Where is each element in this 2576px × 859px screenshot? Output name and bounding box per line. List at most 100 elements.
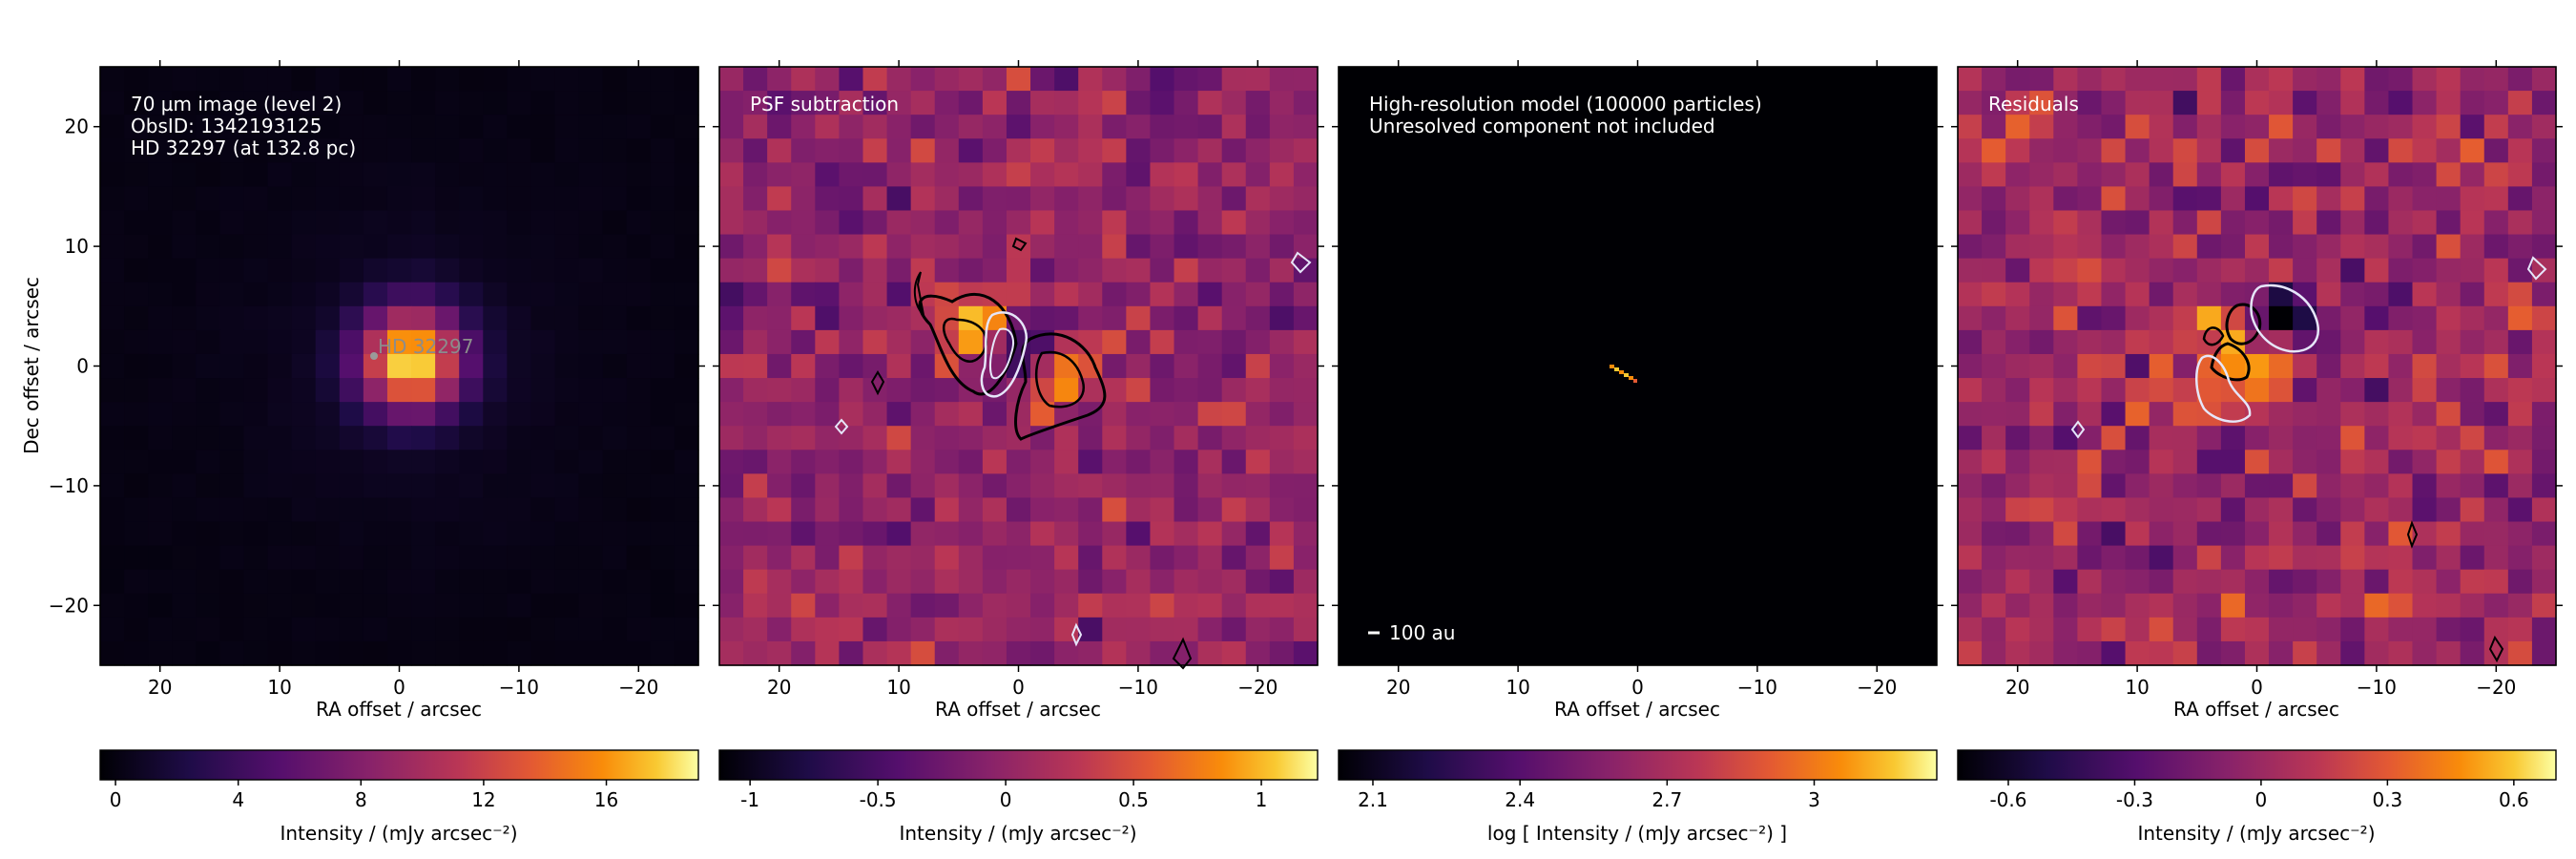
- heatmap-cell: [2412, 329, 2438, 355]
- heatmap-cell: [2531, 521, 2557, 547]
- heatmap-cell: [1078, 640, 1103, 666]
- heatmap-cell: [2460, 402, 2485, 427]
- heatmap-cell: [2293, 91, 2317, 115]
- heatmap-cell: [2005, 521, 2030, 547]
- heatmap-cell: [2077, 640, 2103, 666]
- heatmap-cell: [1197, 234, 1223, 260]
- heatmap-cell: [1197, 521, 1223, 547]
- heatmap-cell: [554, 426, 580, 450]
- heatmap-cell: [554, 186, 580, 212]
- heatmap-cell: [602, 450, 628, 474]
- heatmap-cell: [2029, 329, 2054, 355]
- heatmap-cell: [2483, 115, 2509, 139]
- heatmap-cell: [791, 521, 816, 547]
- heatmap-cell: [386, 67, 412, 92]
- heatmap-cell: [910, 353, 936, 379]
- model-pixel: [1610, 365, 1614, 368]
- heatmap-cell: [219, 473, 245, 499]
- heatmap-cell: [982, 473, 1008, 499]
- heatmap-cell: [411, 353, 436, 379]
- heatmap-cell: [2364, 91, 2390, 115]
- heatmap-cell: [196, 162, 220, 187]
- x-tick-label: 10: [2125, 676, 2149, 699]
- heatmap-cell: [2149, 640, 2174, 666]
- heatmap-cell: [626, 67, 652, 92]
- heatmap-cell: [411, 91, 436, 115]
- heatmap-cell: [1174, 258, 1199, 283]
- heatmap-cell: [2244, 234, 2270, 260]
- heatmap-cell: [2005, 67, 2030, 92]
- heatmap-cell: [1269, 473, 1295, 499]
- heatmap-cell: [719, 640, 744, 666]
- heatmap-cell: [386, 234, 412, 260]
- heatmap-cell: [602, 210, 628, 236]
- heatmap-cell: [1221, 282, 1247, 307]
- heatmap-cell: [2101, 67, 2127, 92]
- heatmap-cell: [124, 450, 149, 474]
- heatmap-cell: [2316, 162, 2341, 187]
- heatmap-cell: [554, 353, 580, 379]
- heatmap-cell: [910, 91, 936, 115]
- y-axis-label: Dec offset / arcsec: [20, 277, 43, 454]
- heatmap-cell: [219, 593, 245, 618]
- heatmap-cell: [100, 210, 125, 236]
- heatmap-cell: [2340, 521, 2365, 547]
- heatmap-cell: [602, 186, 628, 212]
- heatmap-cell: [1958, 426, 1983, 450]
- heatmap-cell: [2316, 210, 2341, 236]
- heatmap-cell: [124, 282, 149, 307]
- heatmap-cell: [1054, 162, 1079, 187]
- heatmap-cell: [767, 258, 792, 283]
- heatmap-cell: [2507, 162, 2533, 187]
- heatmap-cell: [2316, 450, 2341, 474]
- heatmap-cell: [243, 67, 269, 92]
- heatmap-cell: [363, 210, 388, 236]
- heatmap-cell: [719, 67, 744, 92]
- heatmap-cell: [2101, 115, 2127, 139]
- heatmap-cell: [2460, 426, 2485, 450]
- heatmap-cell: [2149, 521, 2174, 547]
- heatmap-cell: [862, 521, 888, 547]
- heatmap-cell: [982, 450, 1008, 474]
- heatmap-cell: [1269, 282, 1295, 307]
- heatmap-cell: [459, 115, 484, 139]
- heatmap-cell: [507, 497, 532, 523]
- heatmap-cell: [2483, 617, 2509, 642]
- heatmap-cell: [815, 569, 840, 595]
- heatmap-cell: [2316, 329, 2341, 355]
- heatmap-cell: [1006, 569, 1031, 595]
- heatmap-cell: [1174, 402, 1199, 427]
- heatmap-cell: [578, 402, 604, 427]
- heatmap-cell: [2364, 473, 2390, 499]
- heatmap-cell: [2196, 162, 2222, 187]
- heatmap-cell: [315, 186, 341, 212]
- heatmap-cell: [1269, 234, 1295, 260]
- heatmap-cell: [363, 473, 388, 499]
- heatmap-cell: [315, 473, 341, 499]
- heatmap-cell: [2531, 450, 2557, 474]
- heatmap-cell: [2029, 545, 2054, 571]
- heatmap-cell: [2005, 186, 2030, 212]
- heatmap-cell: [1269, 305, 1295, 331]
- heatmap-cell: [124, 91, 149, 115]
- heatmap-cell: [674, 91, 699, 115]
- heatmap-cell: [791, 186, 816, 212]
- heatmap-cell: [839, 67, 864, 92]
- heatmap-cell: [2507, 210, 2533, 236]
- heatmap-cell: [2077, 402, 2103, 427]
- heatmap-cell: [2077, 234, 2103, 260]
- source-marker-point: [370, 352, 378, 360]
- heatmap-cell: [1102, 593, 1127, 618]
- heatmap-cell: [435, 91, 460, 115]
- heatmap-cell: [2149, 402, 2174, 427]
- heatmap-cell: [459, 234, 484, 260]
- heatmap-cell: [267, 234, 293, 260]
- heatmap-cell: [315, 545, 341, 571]
- heatmap-cell: [1078, 138, 1103, 163]
- heatmap-cell: [862, 115, 888, 139]
- heatmap-cell: [2196, 378, 2222, 403]
- heatmap-cell: [2364, 497, 2390, 523]
- heatmap-cell: [459, 473, 484, 499]
- model-pixel: [1629, 376, 1633, 380]
- heatmap-cell: [2388, 473, 2414, 499]
